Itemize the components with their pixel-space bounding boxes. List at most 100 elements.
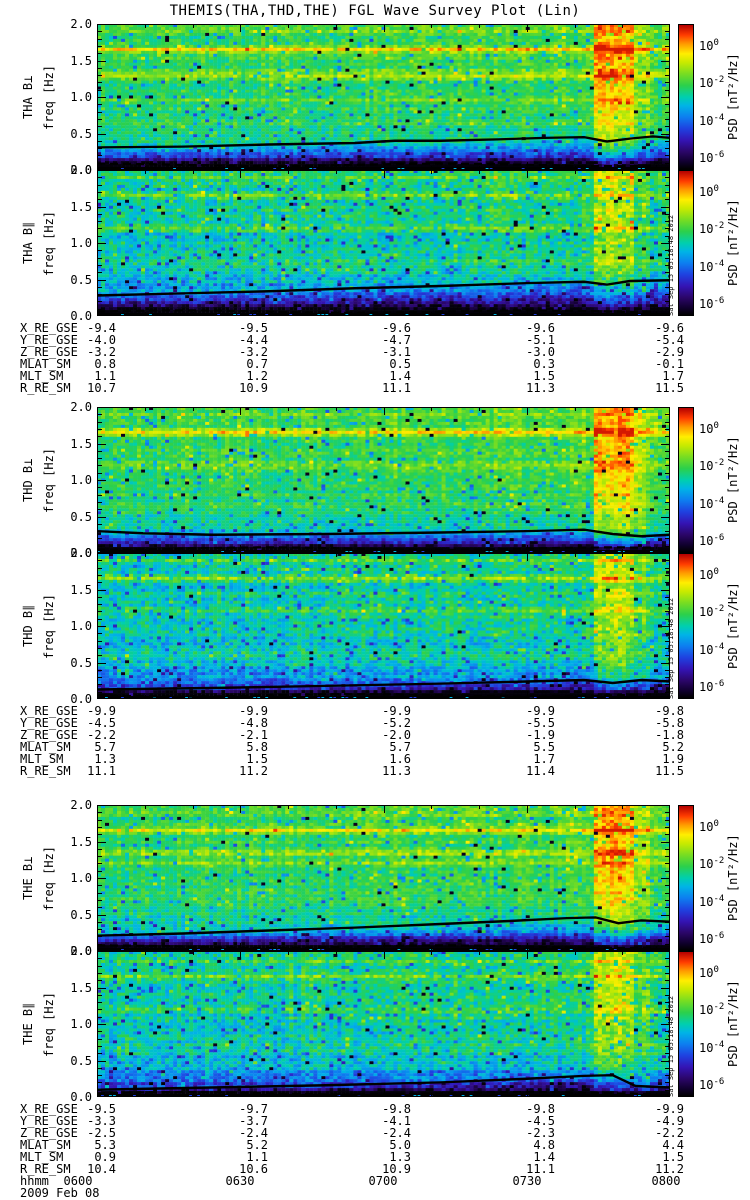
processing-timestamp: Sat Sep 15 05:18:48 2012	[667, 214, 675, 316]
ephemeris-value: 1.7	[662, 369, 684, 383]
ephemeris-value: -4.1	[382, 1114, 411, 1128]
ephemeris-row-label: MLAT_SM	[20, 357, 71, 371]
colorbar-tick-exponent: 0	[713, 37, 719, 48]
colorbar-tick-label: 100	[699, 818, 719, 834]
colorbar-gradient	[678, 951, 694, 1097]
ephemeris-value: -3.1	[382, 345, 411, 359]
ephemeris-value: -9.8	[382, 1102, 411, 1116]
y-tick-label: 1.0	[70, 1017, 92, 1031]
ephemeris-value: 11.3	[526, 381, 555, 395]
y-tick-label: 0.0	[70, 546, 92, 560]
y-axis-label: freq [Hz]	[42, 64, 56, 130]
y-tick-label: 1.0	[70, 90, 92, 104]
ephemeris-value: 5.5	[533, 740, 555, 754]
panel-label-the-bperp: THE B⊥	[21, 856, 35, 900]
ephemeris-value: 10.9	[382, 1162, 411, 1176]
ephemeris-value: -2.4	[239, 1126, 268, 1140]
y-tick-label: 1.0	[70, 236, 92, 250]
time-tick-label: 0800	[651, 1174, 681, 1188]
y-axis-label: freq [Hz]	[42, 845, 56, 911]
ephemeris-value: -4.5	[87, 716, 116, 730]
ephemeris-value: 1.2	[246, 369, 268, 383]
ephemeris-value: -9.6	[382, 321, 411, 335]
ephemeris-row-label: X_RE_GSE	[20, 1102, 78, 1116]
y-axis-label: freq [Hz]	[42, 210, 56, 276]
y-tick-label: 0.5	[70, 1053, 92, 1068]
ephemeris-value: -3.0	[526, 345, 555, 359]
ephemeris-row-label: R_RE_SM	[20, 1162, 71, 1176]
ephemeris-value: -2.3	[526, 1126, 555, 1140]
colorbar-gradient	[678, 24, 694, 170]
ephemeris-row-label: MLT_SM	[20, 369, 64, 383]
colorbar-tick-exponent: 0	[713, 183, 719, 194]
ephemeris-value: 5.3	[94, 1138, 116, 1152]
time-axis-label: hhmm	[20, 1174, 49, 1188]
colorbar-tick-exponent: -6	[713, 150, 725, 161]
y-tick-label: 1.5	[70, 436, 92, 451]
colorbar-tick-label: 100	[699, 183, 719, 199]
y-tick-label: 0.0	[70, 309, 92, 323]
ephemeris-value: 10.6	[239, 1162, 268, 1176]
colorbar-tick-label: 100	[699, 566, 719, 582]
ephemeris-value: -9.4	[87, 321, 116, 335]
ephemeris-row-label: MLT_SM	[20, 1150, 64, 1164]
colorbar-tick-exponent: -4	[713, 259, 725, 270]
ephemeris-value: 11.4	[526, 764, 555, 778]
ephemeris-value: -0.1	[655, 357, 684, 371]
ephemeris-value: -9.7	[239, 1102, 268, 1116]
colorbar-tick-exponent: -2	[713, 221, 725, 232]
ephemeris-value: 1.3	[389, 1150, 411, 1164]
colorbar-tick-label: 10-4	[699, 113, 725, 129]
y-tick-label: 2.0	[70, 400, 92, 414]
ephemeris-value: -9.9	[382, 704, 411, 718]
ephemeris-value: -4.8	[239, 716, 268, 730]
ephemeris-value: 1.1	[246, 1150, 268, 1164]
ephemeris-value: -9.8	[655, 704, 684, 718]
ephemeris-value: -9.9	[87, 704, 116, 718]
spectrogram-tha-bperp	[97, 24, 670, 170]
ephemeris-value: -4.0	[87, 333, 116, 347]
colorbar-tick-exponent: -4	[713, 1040, 725, 1051]
colorbar-tick-exponent: -4	[713, 642, 725, 653]
ephemeris-value: 1.5	[246, 752, 268, 766]
y-tick-label: 0.0	[70, 1090, 92, 1104]
ephemeris-value: -9.5	[239, 321, 268, 335]
ephemeris-value: 0.9	[94, 1150, 116, 1164]
ephemeris-value: -9.6	[655, 321, 684, 335]
colorbar-title: PSD [nT²/Hz]	[726, 53, 740, 141]
ephemeris-value: 5.2	[662, 740, 684, 754]
ephemeris-value: 11.1	[382, 381, 411, 395]
colorbar-tick-exponent: 0	[713, 818, 719, 829]
ephemeris-value: -4.4	[239, 333, 268, 347]
ephemeris-value: -2.4	[382, 1126, 411, 1140]
ephemeris-value: -3.7	[239, 1114, 268, 1128]
date-label: 2009 Feb 08	[20, 1186, 100, 1200]
ephemeris-value: 0.7	[246, 357, 268, 371]
y-tick-label: 0.0	[70, 692, 92, 706]
panel-label-the-bpar: THE B∥	[21, 1002, 35, 1046]
colorbar-tick-label: 10-2	[699, 856, 725, 872]
ephemeris-row-label: X_RE_GSE	[20, 321, 78, 335]
ephemeris-value: 11.2	[655, 1162, 684, 1176]
ephemeris-value: 11.1	[87, 764, 116, 778]
ephemeris-value: -9.9	[526, 704, 555, 718]
y-tick-label: 2.0	[70, 944, 92, 958]
panel-label-thd-bpar: THD B∥	[21, 604, 35, 648]
ephemeris-value: 1.6	[389, 752, 411, 766]
panel-label-thd-bperp: THD B⊥	[21, 458, 35, 502]
colorbar-tick-exponent: -4	[713, 496, 725, 507]
ephemeris-row-label: Y_RE_GSE	[20, 716, 78, 730]
y-tick-label: 0.5	[70, 907, 92, 922]
colorbar-tick-exponent: -4	[713, 894, 725, 905]
colorbar-tick-label: 10-2	[699, 221, 725, 237]
ephemeris-value: -5.5	[526, 716, 555, 730]
colorbar-tick-exponent: -2	[713, 75, 725, 86]
time-tick-label: 0730	[512, 1174, 542, 1188]
plot-title: THEMIS(THA,THD,THE) FGL Wave Survey Plot…	[169, 3, 581, 19]
ephemeris-row-label: Y_RE_GSE	[20, 1114, 78, 1128]
y-tick-label: 0.0	[70, 163, 92, 177]
y-tick-label: 1.5	[70, 834, 92, 849]
ephemeris-row-label: Z_RE_GSE	[20, 728, 78, 742]
ephemeris-value: 11.1	[526, 1162, 555, 1176]
ephemeris-value: 5.7	[389, 740, 411, 754]
